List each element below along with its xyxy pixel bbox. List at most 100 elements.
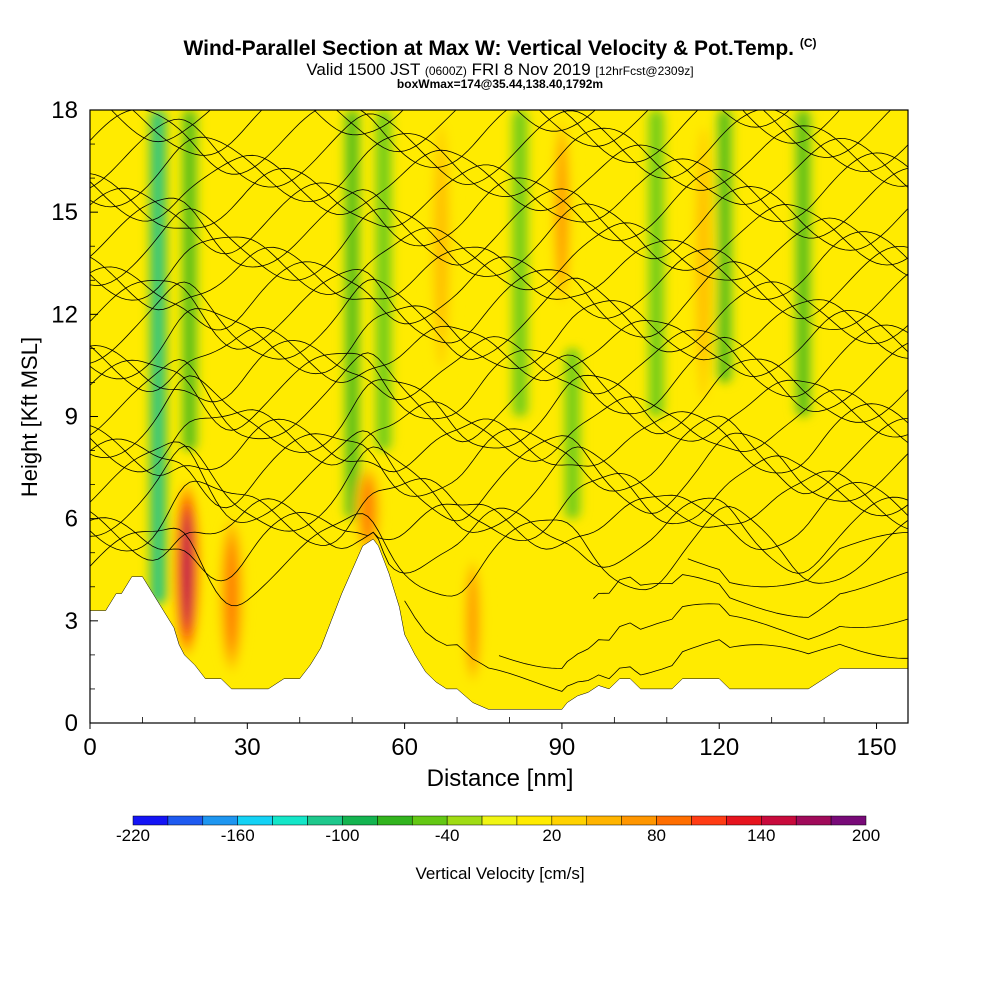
colorbar-swatch	[202, 815, 238, 826]
updraft-core	[558, 143, 565, 281]
colorbar-tick-label: 140	[747, 826, 776, 845]
isentrope	[90, 374, 908, 459]
y-tick-label: 0	[65, 710, 78, 737]
x-tick-label: 90	[549, 734, 576, 761]
x-tick-label: 0	[83, 734, 96, 761]
x-tick-label: 120	[699, 734, 739, 761]
terrain	[89, 538, 909, 724]
colorbar-swatch	[691, 815, 727, 826]
colorbar-tick-label: -100	[325, 826, 360, 845]
colorbar-swatch	[342, 815, 378, 826]
colorbar-swatch	[411, 815, 448, 826]
colorbar-swatch	[481, 815, 518, 826]
colorbar-tick-label: -160	[220, 826, 255, 845]
downdraft-core	[379, 110, 388, 451]
isentrope	[90, 246, 908, 331]
updraft-core	[184, 512, 191, 627]
isentrope	[90, 167, 908, 255]
updraft-core	[228, 543, 235, 647]
updraft-core	[438, 154, 445, 338]
isentrope	[404, 600, 908, 692]
isentrope	[90, 336, 908, 431]
colorbar-swatch	[656, 815, 692, 826]
colorbar-swatch	[726, 815, 762, 826]
colorbar-swatch	[132, 815, 169, 826]
colorbar-swatch	[621, 815, 657, 826]
isentrope	[90, 496, 908, 582]
isentrope	[90, 324, 908, 403]
x-tick-label: 60	[391, 734, 418, 761]
isentrope	[90, 470, 908, 552]
x-tick-label: 150	[857, 734, 897, 761]
colorbar-tick-label: 200	[851, 826, 881, 845]
y-axis-label: Height [Kft MSL]	[17, 336, 42, 498]
isentrope	[110, 110, 790, 143]
isentrope	[498, 603, 908, 669]
colorbar-swatch	[377, 815, 413, 826]
isentrope	[90, 415, 908, 509]
isentrope	[90, 299, 908, 380]
colorbar-swatch	[446, 815, 483, 826]
isentrope	[90, 261, 908, 350]
field-features	[149, 110, 813, 689]
isentrope	[90, 186, 908, 268]
isentrope	[90, 482, 908, 561]
colorbar-tick-label: 80	[647, 826, 667, 845]
axes: 0 30 60 90 120 150 0 3 6 9 12 15 18	[51, 97, 896, 761]
colorbar-swatch	[830, 815, 867, 826]
downdraft-core	[568, 348, 577, 519]
y-tick-label: 6	[65, 506, 78, 533]
chart-subline: boxWmax=174@35.44,138.40,1792m	[396, 77, 604, 91]
downdraft-core	[185, 110, 194, 451]
y-tick-label: 3	[65, 608, 78, 635]
isentrope	[90, 403, 908, 476]
isentrope	[90, 389, 908, 473]
updraft-core	[700, 160, 707, 366]
isentrope	[90, 506, 908, 607]
isentrope	[90, 125, 908, 208]
isentrope	[90, 137, 908, 222]
updraft-core	[364, 481, 371, 539]
downdraft-core	[652, 110, 661, 417]
colorbar-swatch	[307, 815, 343, 826]
colorbar-title: Vertical Velocity [cm/s]	[415, 864, 585, 883]
isentrope	[90, 110, 892, 175]
isentrope	[687, 532, 908, 588]
x-axis-label: Distance [nm]	[426, 765, 574, 792]
y-tick-label: 12	[51, 301, 78, 328]
colorbar-swatch	[551, 815, 588, 826]
downdraft-core	[154, 110, 163, 604]
colorbar	[132, 815, 867, 826]
colorbar-swatch	[516, 815, 553, 826]
colorbar-swatch	[795, 815, 832, 826]
colorbar-swatch	[167, 815, 204, 826]
isentrope	[90, 217, 908, 301]
colorbar-swatch	[272, 815, 308, 826]
y-tick-label: 18	[51, 97, 78, 124]
y-tick-label: 9	[65, 404, 78, 431]
updraft-core	[469, 575, 476, 667]
colorbar-tick-label: -220	[115, 826, 151, 845]
isentrope	[593, 571, 908, 618]
chart-subtitle: Valid 1500 JST (0600Z) FRI 8 Nov 2019 [1…	[306, 60, 694, 79]
downdraft-core	[720, 110, 729, 383]
y-tick-label: 15	[51, 199, 78, 226]
colorbar-swatch	[761, 815, 797, 826]
isentrope	[132, 110, 841, 156]
colorbar-tick-label: 20	[542, 826, 562, 845]
colorbar-tick-label: -40	[434, 826, 460, 845]
isentrope	[90, 430, 908, 524]
downdraft-core	[799, 110, 808, 417]
isentrope	[90, 203, 908, 286]
isentrope	[90, 110, 908, 189]
chart-title: Wind-Parallel Section at Max W: Vertical…	[183, 36, 817, 60]
colorbar-swatch	[237, 815, 273, 826]
colorbar-swatch	[586, 815, 622, 826]
isentrope	[90, 231, 908, 311]
velocity-field	[90, 110, 908, 723]
isentrope	[90, 352, 908, 443]
potential-temperature-contours	[90, 110, 908, 692]
isentrope	[90, 445, 908, 537]
x-tick-label: 30	[234, 734, 261, 761]
